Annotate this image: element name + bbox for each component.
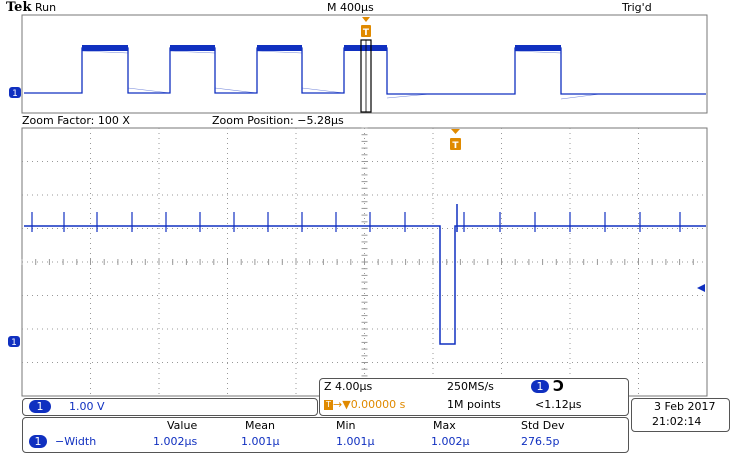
sample-rate: 250MS/s (447, 380, 494, 393)
falling-edge-trigger-icon: Ɔ (553, 377, 565, 395)
svg-text:T: T (363, 28, 370, 38)
measurement-min: 1.001µ (336, 435, 375, 448)
trigger-marker-icon: T (361, 17, 371, 38)
trigger-offset-icon: T (324, 400, 333, 410)
zoom-time-per-div: Z 4.00µs (324, 380, 373, 393)
zoom-position: Zoom Position: −5.28µs (212, 114, 344, 127)
horizontal-readout[interactable]: Z 4.00µs T →▼0.00000 s 250MS/s 1M points … (319, 377, 629, 416)
measurement-max: 1.002µ (431, 435, 470, 448)
measurement-stddev: 276.5p (521, 435, 560, 448)
trigger-level-arrow-icon (697, 284, 705, 292)
measurement-header-mean: Mean (245, 419, 275, 432)
measurement-header-value: Value (167, 419, 198, 432)
measurement-value: 1.002µs (153, 435, 198, 448)
channel-ground-marker-icon: 1 (9, 87, 21, 99)
svg-text:1: 1 (11, 338, 17, 348)
channel-scale: 1.00 V (69, 400, 105, 413)
acquisition-status: Run (35, 1, 57, 14)
tek-logo: Tek (6, 0, 32, 15)
trace-line (24, 225, 706, 345)
zoom-factor: Zoom Factor: 100 X (22, 114, 130, 127)
trigger-offset: T →▼0.00000 s (324, 398, 405, 411)
measurement-name: −Width (55, 435, 97, 448)
svg-text:1: 1 (12, 89, 18, 99)
measurement-header-max: Max (433, 419, 456, 432)
measurement-channel-badge: 1 (29, 435, 47, 448)
trigger-offset-value: 0.00000 s (350, 398, 406, 411)
channel-badge: 1 (29, 400, 51, 413)
date: 3 Feb 2017 (654, 400, 716, 413)
zoom-trace (24, 204, 706, 345)
trigger-marker-icon: T (450, 129, 461, 151)
time: 21:02:14 (652, 415, 702, 428)
date-time-readout: 3 Feb 2017 21:02:14 (631, 398, 730, 432)
measurement-mean: 1.001µ (241, 435, 280, 448)
measurement-table[interactable]: Value Mean Min Max Std Dev 1 −Width 1.00… (22, 417, 629, 453)
overview-waveform[interactable]: T 1 (0, 12, 733, 116)
svg-text:T: T (452, 141, 459, 151)
trigger-source-badge: 1 (531, 380, 549, 393)
measurement-header-stddev: Std Dev (521, 419, 565, 432)
main-timebase: M 400µs (327, 1, 374, 14)
trigger-level: <1.12µs (535, 398, 582, 411)
graticule-grid (21, 127, 707, 397)
record-length: 1M points (447, 398, 501, 411)
zoom-waveform-graticule[interactable]: T 1 (0, 126, 733, 398)
channel-scale-readout[interactable]: 1 1.00 V (22, 398, 318, 416)
trigger-status: Trig'd (622, 1, 652, 14)
channel-ground-marker-icon: 1 (8, 336, 20, 348)
measurement-header-min: Min (336, 419, 356, 432)
